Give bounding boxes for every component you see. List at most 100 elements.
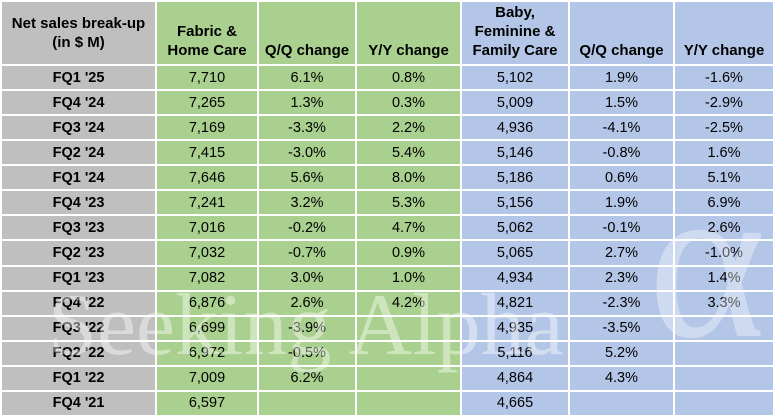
cell-baby: 5,062: [462, 216, 568, 240]
baby-header-line1: Baby,: [495, 4, 535, 21]
table-row: FQ3 '24 7,169 -3.3% 2.2% 4,936 -4.1% -2.5%: [2, 116, 773, 140]
quarter-label: FQ1 '23: [2, 266, 155, 290]
cell-baby-qq: 0.6%: [570, 166, 673, 190]
cell-fabric-qq: 6.2%: [259, 366, 355, 390]
cell-fabric-qq: 6.1%: [259, 66, 355, 90]
cell-baby-yy: -2.9%: [675, 91, 773, 115]
col-header-baby-yy-change: Y/Y change: [675, 2, 773, 64]
cell-baby: 4,936: [462, 116, 568, 140]
cell-baby: 5,146: [462, 141, 568, 165]
cell-baby-qq: -0.1%: [570, 216, 673, 240]
header-row: Net sales break-up (in $ M) Fabric & Hom…: [2, 2, 773, 64]
cell-baby-qq: -0.8%: [570, 141, 673, 165]
table-row: FQ3 '23 7,016 -0.2% 4.7% 5,062 -0.1% 2.6%: [2, 216, 773, 240]
cell-baby: 4,821: [462, 291, 568, 315]
cell-baby-yy: [675, 391, 773, 415]
cell-baby: 5,156: [462, 191, 568, 215]
col-header-fabric-home-care: Fabric & Home Care: [157, 2, 257, 64]
baby-header-line3: Family Care: [472, 42, 558, 59]
cell-fabric-yy: 1.0%: [357, 266, 460, 290]
quarter-label: FQ1 '25: [2, 66, 155, 90]
cell-baby-yy: -1.0%: [675, 241, 773, 265]
cell-baby: 4,665: [462, 391, 568, 415]
quarter-label: FQ3 '23: [2, 216, 155, 240]
corner-header-line1: Net sales break-up: [11, 15, 146, 32]
quarter-label: FQ2 '22: [2, 341, 155, 365]
col-header-baby-feminine-family-care: Baby, Feminine & Family Care: [462, 2, 568, 64]
table-row: FQ2 '22 6,972 -0.5% 5,116 5.2%: [2, 341, 773, 365]
cell-fabric-yy: [357, 366, 460, 390]
cell-fabric-yy: [357, 341, 460, 365]
cell-fabric-qq: 3.0%: [259, 266, 355, 290]
cell-fabric: 7,415: [157, 141, 257, 165]
cell-fabric: 7,082: [157, 266, 257, 290]
cell-fabric-qq: 2.6%: [259, 291, 355, 315]
cell-baby-yy: 2.6%: [675, 216, 773, 240]
cell-baby-yy: [675, 366, 773, 390]
cell-fabric-yy: 0.8%: [357, 66, 460, 90]
cell-fabric-qq: -0.5%: [259, 341, 355, 365]
table-row: FQ2 '24 7,415 -3.0% 5.4% 5,146 -0.8% 1.6%: [2, 141, 773, 165]
col-header-fabric-qq-change: Q/Q change: [259, 2, 355, 64]
table-row: FQ1 '25 7,710 6.1% 0.8% 5,102 1.9% -1.6%: [2, 66, 773, 90]
cell-fabric-qq: -3.9%: [259, 316, 355, 340]
quarter-label: FQ2 '23: [2, 241, 155, 265]
cell-baby-qq: 5.2%: [570, 341, 673, 365]
cell-baby-yy: -1.6%: [675, 66, 773, 90]
cell-fabric-yy: 2.2%: [357, 116, 460, 140]
quarter-label: FQ4 '21: [2, 391, 155, 415]
corner-header: Net sales break-up (in $ M): [2, 2, 155, 64]
cell-fabric: 7,710: [157, 66, 257, 90]
cell-baby-yy: -2.5%: [675, 116, 773, 140]
quarter-label: FQ4 '24: [2, 91, 155, 115]
cell-fabric: 6,972: [157, 341, 257, 365]
cell-baby-qq: [570, 391, 673, 415]
cell-baby-yy: 1.6%: [675, 141, 773, 165]
table-row: FQ4 '21 6,597 4,665: [2, 391, 773, 415]
cell-baby: 5,116: [462, 341, 568, 365]
quarter-label: FQ4 '22: [2, 291, 155, 315]
cell-baby-qq: -2.3%: [570, 291, 673, 315]
table-row: FQ1 '22 7,009 6.2% 4,864 4.3%: [2, 366, 773, 390]
cell-baby-qq: -4.1%: [570, 116, 673, 140]
quarter-label: FQ3 '24: [2, 116, 155, 140]
quarter-label: FQ2 '24: [2, 141, 155, 165]
cell-baby-qq: 1.9%: [570, 66, 673, 90]
table-row: FQ1 '23 7,082 3.0% 1.0% 4,934 2.3% 1.4%: [2, 266, 773, 290]
col-header-baby-qq-change: Q/Q change: [570, 2, 673, 64]
cell-baby-yy: 1.4%: [675, 266, 773, 290]
cell-baby-qq: 2.3%: [570, 266, 673, 290]
cell-baby-yy: [675, 341, 773, 365]
cell-fabric-qq: -3.0%: [259, 141, 355, 165]
cell-fabric-qq: 5.6%: [259, 166, 355, 190]
cell-fabric: 7,016: [157, 216, 257, 240]
cell-fabric: 7,032: [157, 241, 257, 265]
cell-fabric-qq: -3.3%: [259, 116, 355, 140]
cell-fabric-yy: 4.2%: [357, 291, 460, 315]
quarter-label: FQ4 '23: [2, 191, 155, 215]
cell-baby-qq: -3.5%: [570, 316, 673, 340]
cell-fabric: 6,597: [157, 391, 257, 415]
cell-fabric: 7,169: [157, 116, 257, 140]
cell-fabric: 6,876: [157, 291, 257, 315]
cell-fabric-yy: 5.4%: [357, 141, 460, 165]
cell-baby: 4,934: [462, 266, 568, 290]
cell-baby-qq: 4.3%: [570, 366, 673, 390]
cell-fabric-yy: 5.3%: [357, 191, 460, 215]
col-header-fabric-yy-change: Y/Y change: [357, 2, 460, 64]
table-body: FQ1 '25 7,710 6.1% 0.8% 5,102 1.9% -1.6% FQ4 '2…: [2, 66, 773, 415]
cell-baby-yy: 3.3%: [675, 291, 773, 315]
fabric-header-line1: Fabric &: [176, 23, 237, 40]
cell-fabric-yy: 0.3%: [357, 91, 460, 115]
table-row: FQ2 '23 7,032 -0.7% 0.9% 5,065 2.7% -1.0%: [2, 241, 773, 265]
cell-fabric-yy: 0.9%: [357, 241, 460, 265]
cell-fabric: 6,699: [157, 316, 257, 340]
quarter-label: FQ1 '22: [2, 366, 155, 390]
cell-fabric: 7,009: [157, 366, 257, 390]
cell-baby-yy: 6.9%: [675, 191, 773, 215]
cell-baby: 4,935: [462, 316, 568, 340]
cell-fabric-qq: -0.7%: [259, 241, 355, 265]
table-row: FQ4 '23 7,241 3.2% 5.3% 5,156 1.9% 6.9%: [2, 191, 773, 215]
